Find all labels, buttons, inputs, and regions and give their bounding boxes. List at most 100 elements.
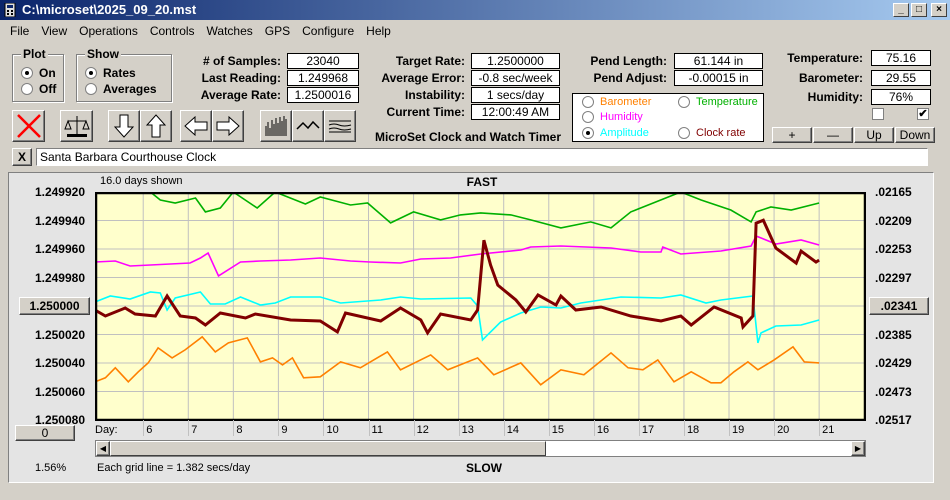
- smooth-lines-button[interactable]: [324, 110, 356, 142]
- show-group-label: Show: [85, 47, 121, 61]
- legend-label: Temperature: [696, 96, 758, 108]
- pend-length-value: 61.144 in: [674, 53, 763, 69]
- clock-name-input[interactable]: Santa Barbara Courthouse Clock: [36, 148, 928, 166]
- average-error-label: Average Error:: [381, 71, 465, 85]
- day-tick: [278, 420, 280, 436]
- legend-temperature[interactable]: Temperature: [678, 96, 758, 108]
- scroll-right-arrow[interactable]: ▶: [851, 441, 865, 456]
- balance-scale-icon: [63, 116, 90, 137]
- day-tick-label: 9: [281, 424, 288, 436]
- menu-file[interactable]: File: [10, 24, 30, 38]
- minimize-button[interactable]: _: [893, 3, 909, 17]
- day-tick-label: 18: [686, 424, 700, 436]
- plot-border: [95, 192, 866, 421]
- clear-clock-name-button[interactable]: X: [12, 148, 32, 166]
- scale-down-button[interactable]: Down: [895, 127, 935, 143]
- instability-value: 1 secs/day: [471, 87, 560, 103]
- line-graph-button[interactable]: [292, 110, 324, 142]
- delete-button[interactable]: [12, 110, 45, 142]
- center-right-button[interactable]: .02341: [869, 297, 929, 315]
- line-graph-icon: [296, 120, 320, 130]
- right-tick-label: .02385: [875, 327, 912, 342]
- day-tick: [323, 420, 325, 436]
- day-tick-label: 21: [822, 424, 835, 436]
- day-tick: [188, 420, 190, 436]
- day-tick-label: 6: [146, 424, 153, 436]
- current-time-label: Current Time:: [386, 105, 465, 119]
- radio-icon: [21, 67, 33, 79]
- legend-barometer[interactable]: Barometer: [582, 96, 651, 108]
- legend-clock-rate[interactable]: Clock rate: [678, 127, 746, 139]
- arrow-down-icon: [114, 114, 134, 138]
- radio-icon: [85, 67, 97, 79]
- percent-readout: 1.56%: [35, 462, 67, 474]
- menu-help[interactable]: Help: [366, 24, 391, 38]
- balance-button[interactable]: [60, 110, 93, 142]
- humidity-label: Humidity:: [807, 90, 863, 104]
- day-tick: [819, 420, 821, 436]
- left-tick-label: 1.250040: [34, 356, 85, 370]
- time-scrollbar[interactable]: ◀ ▶: [95, 440, 866, 457]
- menu-operations[interactable]: Operations: [79, 24, 138, 38]
- day-tick-label: 20: [777, 424, 790, 436]
- plot-off-radio[interactable]: Off: [21, 81, 56, 97]
- day-tick-label: 13: [461, 424, 474, 436]
- legend-humidity[interactable]: Humidity: [582, 111, 643, 123]
- day-tick-label: 7: [191, 424, 198, 436]
- scroll-left-button[interactable]: [180, 110, 212, 142]
- bar-graph-button[interactable]: [260, 110, 292, 142]
- checkbox-left[interactable]: [872, 108, 884, 120]
- app-icon: [4, 3, 16, 17]
- menu-configure[interactable]: Configure: [302, 24, 355, 38]
- right-tick-label: .02297: [875, 270, 912, 285]
- day-tick-label: 10: [326, 424, 339, 436]
- left-tick-label: 1.249940: [34, 213, 85, 228]
- shift-up-button[interactable]: [140, 110, 172, 142]
- barometer-value: 29.55: [871, 70, 931, 86]
- smooth-lines-icon: [328, 120, 352, 133]
- pend-length-label: Pend Length:: [590, 54, 667, 68]
- close-button[interactable]: ×: [931, 3, 947, 17]
- scale-minus-button[interactable]: —: [813, 127, 853, 143]
- scroll-right-button[interactable]: [212, 110, 244, 142]
- day-tick: [233, 420, 235, 436]
- samples-value: 23040: [287, 53, 359, 69]
- menu-view[interactable]: View: [41, 24, 68, 38]
- humidity-value: 76%: [871, 89, 931, 105]
- menu-controls[interactable]: Controls: [149, 24, 195, 38]
- slow-label: SLOW: [466, 461, 502, 475]
- legend-label: Amplitude: [600, 127, 649, 139]
- scrollbar-thumb[interactable]: [110, 441, 547, 456]
- temperature-label: Temperature:: [787, 51, 863, 65]
- checkbox-right[interactable]: ✔: [917, 108, 929, 120]
- show-rates-radio[interactable]: Rates: [85, 65, 136, 81]
- average-rate-value: 1.2500016: [287, 87, 359, 103]
- target-rate-value[interactable]: 1.2500000: [471, 53, 560, 69]
- menu-gps[interactable]: GPS: [264, 24, 291, 38]
- radio-label: Averages: [103, 82, 157, 96]
- arrow-up-icon: [146, 114, 166, 138]
- scale-plus-button[interactable]: +: [772, 127, 812, 143]
- window-title: C:\microset\2025_09_20.mst: [22, 2, 197, 17]
- right-tick-label: .02429: [875, 356, 912, 370]
- series-line-amplitude: [95, 291, 820, 344]
- day-tick: [458, 420, 460, 436]
- fast-label: FAST: [466, 175, 498, 189]
- center-rate-button[interactable]: 1.250000: [19, 297, 90, 315]
- arrow-left-icon: [184, 116, 208, 136]
- day-tick-label: 12: [416, 424, 429, 436]
- menu-watches[interactable]: Watches: [206, 24, 253, 38]
- show-averages-radio[interactable]: Averages: [85, 81, 157, 97]
- day-tick-label: 14: [506, 424, 519, 436]
- day-tick-label: 11: [371, 424, 383, 436]
- maximize-button[interactable]: □: [911, 3, 927, 17]
- plot-on-radio[interactable]: On: [21, 65, 56, 81]
- offset-button[interactable]: 0: [15, 425, 75, 441]
- scroll-left-arrow[interactable]: ◀: [96, 441, 110, 456]
- series-line-clock-rate: [95, 218, 820, 336]
- shift-down-button[interactable]: [108, 110, 140, 142]
- last-reading-label: Last Reading:: [201, 71, 281, 85]
- legend-amplitude[interactable]: Amplitude: [582, 127, 649, 139]
- scale-up-button[interactable]: Up: [854, 127, 894, 143]
- legend-label: Clock rate: [696, 127, 746, 139]
